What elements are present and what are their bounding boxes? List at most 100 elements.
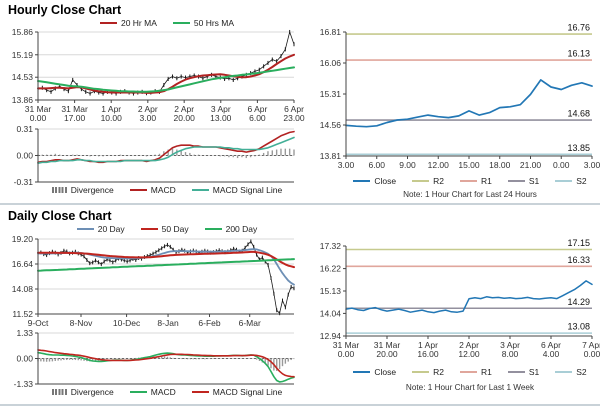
legend-label: 50 Hrs MA (193, 18, 235, 28)
hourly-macd-legend: Divergence MACD MACD Signal Line (38, 185, 296, 195)
legend-label: 20 Hr MA (120, 18, 157, 28)
svg-text:16.13: 16.13 (567, 49, 590, 59)
svg-text:8-Nov: 8-Nov (70, 318, 93, 328)
svg-text:9-Oct: 9-Oct (28, 318, 49, 328)
svg-text:13.00: 13.00 (210, 113, 232, 123)
legend-label: R1 (480, 367, 492, 377)
svg-text:-1.33: -1.33 (14, 379, 34, 389)
legend-item-50-hrs-ma: 50 Hrs MA (172, 18, 235, 28)
svg-text:14.68: 14.68 (567, 109, 590, 119)
svg-text:-0.31: -0.31 (14, 177, 34, 187)
legend-label: S1 (528, 176, 540, 186)
line-swatch-icon (204, 227, 222, 231)
svg-text:21.00: 21.00 (520, 160, 542, 170)
legend-item-macd: MACD (129, 185, 176, 195)
daily-pivot-legend: Close R2 R1 S1 S2 (346, 367, 594, 377)
legend-label: S2 (576, 176, 587, 186)
svg-text:1 Apr: 1 Apr (101, 104, 121, 114)
legend-label: 200 Day (225, 224, 258, 234)
hourly-macd-chart: -0.31 0.00 0.31 (14, 124, 295, 187)
legend-item-r2: R2 (412, 367, 444, 377)
legend-label: MACD Signal Line (212, 185, 283, 195)
hourly-pivot-chart: 16.76 16.13 14.68 13.85 13.81 14.56 15.31 16.06… (320, 23, 600, 170)
line-swatch-icon (129, 390, 147, 394)
legend-label: R1 (480, 176, 492, 186)
svg-text:8-Jan: 8-Jan (157, 318, 179, 328)
svg-text:0.00: 0.00 (338, 349, 355, 359)
svg-text:6.00: 6.00 (249, 113, 266, 123)
svg-text:3.00: 3.00 (338, 160, 355, 170)
svg-text:14.53: 14.53 (12, 72, 34, 82)
hourly-price-legend: 20 Hr MA 50 Hrs MA (38, 18, 296, 28)
svg-text:0.31: 0.31 (16, 124, 33, 134)
svg-text:3.00: 3.00 (140, 113, 157, 123)
svg-text:16.64: 16.64 (12, 259, 34, 269)
line-swatch-icon (191, 390, 209, 394)
svg-text:14.04: 14.04 (320, 308, 342, 318)
svg-text:12.00: 12.00 (458, 349, 480, 359)
legend-item-s2: S2 (555, 367, 587, 377)
legend-item-macd-signal-line: MACD Signal Line (191, 185, 283, 195)
line-swatch-icon (412, 179, 430, 183)
svg-text:15.00: 15.00 (458, 160, 480, 170)
legend-label: Divergence (70, 185, 114, 195)
legend-label: S2 (576, 367, 587, 377)
line-swatch-icon (507, 179, 525, 183)
legend-item-s1: S1 (507, 176, 540, 186)
svg-text:20.00: 20.00 (174, 113, 196, 123)
line-swatch-icon (412, 370, 430, 374)
svg-text:0.00: 0.00 (553, 160, 570, 170)
legend-label: R2 (433, 367, 444, 377)
svg-text:14.56: 14.56 (320, 120, 342, 130)
svg-text:6 Apr: 6 Apr (247, 104, 267, 114)
svg-text:13.81: 13.81 (320, 151, 342, 161)
bar-swatch-icon (51, 187, 67, 193)
svg-text:0.00: 0.00 (30, 113, 47, 123)
legend-label: Divergence (70, 387, 114, 397)
svg-text:14.29: 14.29 (567, 297, 590, 307)
svg-text:23.00: 23.00 (283, 113, 305, 123)
legend-label: MACD (150, 185, 176, 195)
line-swatch-icon (140, 227, 158, 231)
svg-text:15.19: 15.19 (12, 50, 34, 60)
legend-item-200-day: 200 Day (204, 224, 258, 234)
svg-text:13.85: 13.85 (567, 143, 590, 153)
svg-text:16.00: 16.00 (417, 349, 439, 359)
daily-section-title: Daily Close Chart (8, 209, 112, 223)
legend-item-s2: S2 (555, 176, 587, 186)
daily-macd-chart: -1.33 0.00 1.33 (14, 328, 295, 389)
line-swatch-icon (555, 370, 573, 374)
daily-pivot-note: Note: 1 Hour Chart for Last 1 Week (405, 383, 535, 392)
svg-text:14.08: 14.08 (12, 284, 34, 294)
svg-text:6.00: 6.00 (368, 160, 385, 170)
line-swatch-icon (353, 370, 371, 374)
svg-text:13.08: 13.08 (567, 322, 590, 332)
bar-swatch-icon (51, 389, 67, 395)
section-divider-bottom (0, 404, 600, 406)
svg-text:31 Mar: 31 Mar (374, 340, 401, 350)
svg-text:16.06: 16.06 (320, 58, 342, 68)
svg-text:2 Apr: 2 Apr (174, 104, 194, 114)
legend-item-close: Close (353, 367, 396, 377)
hourly-pivot-note: Note: 1 Hour Chart for Last 24 Hours (403, 190, 537, 199)
svg-text:12.94: 12.94 (320, 331, 342, 341)
svg-text:19.20: 19.20 (12, 234, 34, 244)
svg-text:9.00: 9.00 (399, 160, 416, 170)
svg-text:0.00: 0.00 (584, 349, 600, 359)
legend-label: Close (374, 367, 397, 377)
section-divider-top (0, 203, 600, 205)
legend-item-r1: R1 (459, 367, 492, 377)
svg-text:18.00: 18.00 (489, 160, 511, 170)
hourly-section-title: Hourly Close Chart (8, 3, 122, 17)
line-swatch-icon (459, 179, 477, 183)
svg-text:6 Apr: 6 Apr (284, 104, 304, 114)
line-swatch-icon (99, 21, 117, 25)
legend-label: 50 Day (161, 224, 189, 234)
legend-item-20-hr-ma: 20 Hr MA (99, 18, 157, 28)
svg-text:12.00: 12.00 (428, 160, 450, 170)
legend-item-macd: MACD (129, 387, 176, 397)
legend-label: MACD (150, 387, 176, 397)
daily-pivot-chart: 17.15 16.33 14.29 13.08 12.94 14.04 15.13 16.22… (320, 238, 600, 359)
daily-price-chart: 11.52 14.08 16.64 19.20 9-Oct 8-Nov 10-Dec 8-Ja… (12, 234, 295, 328)
